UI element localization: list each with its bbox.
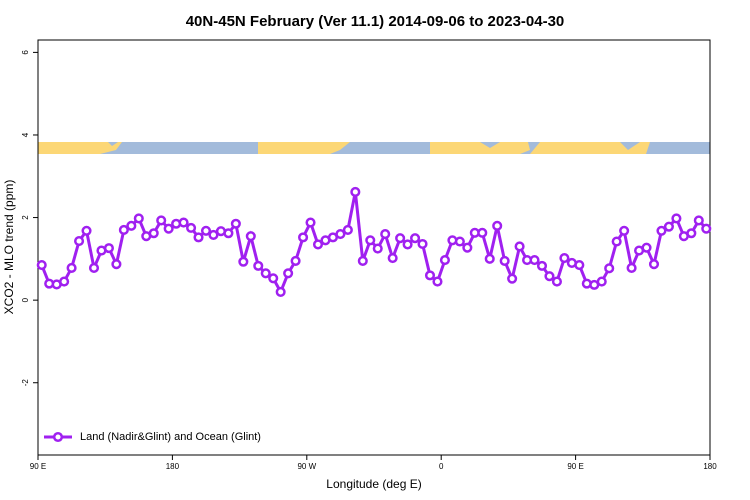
data-point [551,276,562,287]
data-point [305,217,316,228]
data-point [156,215,167,226]
data-point [492,220,503,231]
data-point [66,262,77,273]
plot-frame [37,39,711,456]
x-tick-label: 0 [439,462,444,471]
x-tick-label: 180 [166,462,180,471]
data-point [648,259,660,270]
y-tick-label: 2 [21,215,30,220]
data-point [462,242,473,253]
x-tick-label: 90 E [567,462,583,471]
data-point [507,273,518,284]
legend-marker [52,431,64,443]
data-point [701,223,712,234]
data-point [253,260,264,271]
data-point [380,229,391,240]
chart-title: 40N-45N February (Ver 11.1) 2014-09-06 t… [186,13,565,30]
data-point [126,220,137,231]
data-point [402,239,413,250]
data-point [230,218,241,229]
data-point [268,273,279,284]
data-point [335,229,346,240]
data-point [178,217,189,228]
land-ocean-strip [38,142,710,154]
data-point [454,236,465,247]
data-point [663,221,674,232]
data-point [298,232,309,243]
x-axis-label: Longitude (deg E) [326,477,421,491]
data-point [312,239,324,250]
data-point [81,225,92,236]
y-axis-label: XCO2 - MLO trend (ppm) [2,180,16,315]
data-point [536,260,548,271]
data-point [365,235,376,246]
data-point [193,232,204,243]
data-point [439,255,450,266]
data-point [148,228,159,239]
data-point [604,263,615,274]
x-tick-label: 90 E [30,462,46,471]
data-point [417,238,428,250]
y-tick-label: 0 [21,297,30,302]
data-point [223,228,234,239]
data-point [656,225,667,236]
data-point [88,262,100,273]
data-point [626,262,637,273]
data-point [283,268,294,279]
legend-label: Land (Nadir&Glint) and Ocean (Glint) [80,431,261,443]
data-point [59,276,70,287]
data-point [641,242,652,253]
y-tick-label: -2 [21,379,30,387]
data-point [342,224,353,236]
data-point [208,229,219,240]
data-point [111,259,122,270]
x-tick-label: 180 [703,462,717,471]
data-point [290,255,301,266]
data-point [36,259,47,271]
data-point [238,256,249,267]
y-tick-label: 4 [21,132,30,137]
data-point [200,225,212,236]
data-point [544,271,555,282]
plot: -2 0 2 4 6 90 E 180 90 W 0 90 E 180 Land (Nadir&Gli… [21,50,717,471]
data-point [357,255,368,266]
data-point [611,236,622,247]
data-point [693,215,704,226]
data-point [163,223,174,234]
data-point [387,252,398,264]
data-point [103,243,114,254]
data-point [596,276,607,287]
data-point [514,241,525,252]
x-tick-label: 90 W [297,462,316,471]
data-point [671,213,682,224]
data-point [410,233,421,244]
data-point [74,236,85,247]
data-point [484,253,495,264]
data-point [574,259,585,271]
data-point [499,255,510,266]
data-point [133,213,144,224]
data-point [395,233,406,244]
data-point [350,186,361,198]
data-point [186,222,197,233]
data-point [477,227,488,238]
data-point [245,231,256,242]
data-point [118,224,129,236]
y-tick-label: 6 [21,50,30,55]
data-point [372,243,383,254]
data-point [424,270,436,281]
data-point [619,225,630,236]
data-point [686,228,697,239]
data-point [260,268,271,279]
data-point [432,276,443,287]
data-point [529,255,540,266]
data-point [559,252,570,264]
data-point [275,286,286,297]
